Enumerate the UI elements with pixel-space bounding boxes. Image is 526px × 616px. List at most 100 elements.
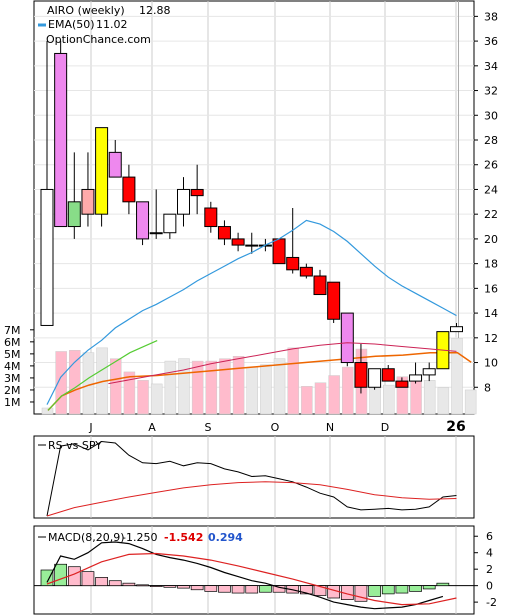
macd-histogram-bar bbox=[436, 582, 450, 586]
volume-bar bbox=[150, 383, 163, 415]
price-tick-label: 14 bbox=[484, 307, 498, 320]
candle-body bbox=[313, 275, 327, 296]
price-tick-label: 18 bbox=[484, 258, 498, 271]
indicator-lines bbox=[46, 219, 457, 405]
macd-histogram-bar bbox=[395, 585, 409, 594]
rs-panel-frame bbox=[33, 435, 475, 519]
volume-bar bbox=[464, 389, 477, 415]
candle-body bbox=[395, 380, 409, 388]
candle-body bbox=[286, 256, 300, 271]
x-tick-label: S bbox=[205, 421, 212, 434]
candle-body bbox=[299, 266, 313, 277]
macd-histogram-bar bbox=[190, 585, 204, 591]
macd-tick-label: 2 bbox=[486, 563, 493, 576]
candle-body bbox=[177, 188, 190, 215]
candle-body bbox=[422, 368, 436, 376]
x-tick-label: O bbox=[271, 421, 280, 434]
candle-body bbox=[217, 226, 231, 240]
price-tick-label: 12 bbox=[484, 332, 498, 345]
volume-bar bbox=[69, 350, 81, 415]
volume-bar bbox=[314, 382, 327, 415]
volume-bar bbox=[383, 384, 395, 415]
price-tick-label: 10 bbox=[484, 357, 498, 370]
macd-histogram-bar bbox=[422, 585, 436, 590]
source-label: OptionChance.com bbox=[46, 33, 151, 46]
x-tick-label: J bbox=[88, 421, 92, 434]
long-ma-line bbox=[108, 342, 457, 385]
price-tick-label: 34 bbox=[484, 60, 498, 73]
macd-histogram-bar bbox=[177, 585, 190, 589]
volume-bar bbox=[178, 358, 190, 415]
volume-ma-line bbox=[47, 340, 158, 411]
macd-histogram-bar bbox=[40, 569, 54, 586]
macd-plot bbox=[34, 541, 474, 610]
macd-histogram-bar bbox=[218, 585, 231, 593]
volume-bar bbox=[260, 364, 272, 415]
volume-tick-label: 2M bbox=[4, 384, 21, 397]
candle-body bbox=[54, 52, 68, 228]
macd-histogram-bar bbox=[231, 585, 245, 594]
price-tick-label: 26 bbox=[484, 159, 498, 172]
macd-tick-label: -2 bbox=[486, 596, 497, 609]
volume-bar bbox=[301, 386, 313, 415]
volume-bar bbox=[342, 366, 354, 415]
volume-bars bbox=[41, 337, 477, 415]
macd-label: MACD(8,20,9) bbox=[48, 531, 125, 544]
volume-tick-label: 5M bbox=[4, 348, 21, 361]
macd-histogram-bar bbox=[54, 563, 68, 586]
volume-bar bbox=[451, 337, 463, 415]
x-tick-label: D bbox=[381, 421, 389, 434]
price-tick-label: 22 bbox=[484, 208, 498, 221]
volume-bar bbox=[164, 360, 177, 415]
x-tick-label: A bbox=[148, 421, 156, 434]
price-tick-label: 16 bbox=[484, 282, 498, 295]
macd-histogram-bar bbox=[259, 585, 272, 593]
candle-body bbox=[450, 326, 463, 333]
volume-tick-label: 7M bbox=[4, 324, 21, 337]
candle-body bbox=[368, 368, 382, 388]
macd-histogram-bar bbox=[381, 585, 395, 595]
candle-body bbox=[204, 207, 218, 228]
volume-bar bbox=[219, 358, 231, 415]
axis-labels: J A S O N D 2681012141618202224262830323436381… bbox=[4, 10, 498, 609]
candle-body bbox=[354, 362, 368, 388]
volume-bar bbox=[437, 387, 450, 415]
volume-bar bbox=[55, 351, 67, 415]
volume-bar bbox=[82, 352, 95, 415]
candle-body bbox=[381, 368, 395, 382]
candle-body bbox=[190, 188, 204, 197]
candle-body bbox=[67, 201, 81, 228]
candle-body bbox=[149, 232, 163, 235]
rs-ma-line bbox=[46, 481, 457, 517]
candle-body bbox=[163, 213, 177, 234]
macd-histogram-bar bbox=[313, 585, 327, 596]
macd-histogram-bar bbox=[300, 585, 313, 595]
volume-average-line bbox=[47, 351, 472, 411]
x-tick-label: N bbox=[326, 421, 334, 434]
macd-histogram-bar bbox=[149, 585, 163, 587]
macd-line bbox=[46, 541, 444, 610]
volume-tick-label: 1M bbox=[4, 396, 21, 409]
candle-body bbox=[231, 238, 245, 246]
rs-line bbox=[46, 440, 457, 517]
price-tick-label: 20 bbox=[484, 233, 498, 246]
candle-body bbox=[327, 281, 341, 320]
volume-bar bbox=[396, 376, 409, 415]
volume-bar bbox=[287, 347, 299, 415]
volume-bar bbox=[328, 375, 340, 415]
volume-bar bbox=[273, 358, 286, 415]
macd-signal-value: -1.542 bbox=[164, 531, 203, 544]
macd-histogram-bar bbox=[81, 571, 95, 586]
volume-tick-label: 6M bbox=[4, 336, 21, 349]
rs-label: RS vs SPY bbox=[48, 439, 102, 452]
macd-tick-label: 0 bbox=[486, 580, 493, 593]
candle-body bbox=[136, 201, 150, 240]
price-candles bbox=[40, 41, 463, 394]
macd-hist-value: 0.294 bbox=[208, 531, 243, 544]
volume-bar bbox=[423, 380, 436, 415]
price-tick-label: 8 bbox=[484, 381, 491, 394]
volume-bar bbox=[41, 407, 54, 415]
macd-histogram-bar bbox=[136, 584, 149, 587]
macd-tick-label: 6 bbox=[486, 530, 493, 543]
